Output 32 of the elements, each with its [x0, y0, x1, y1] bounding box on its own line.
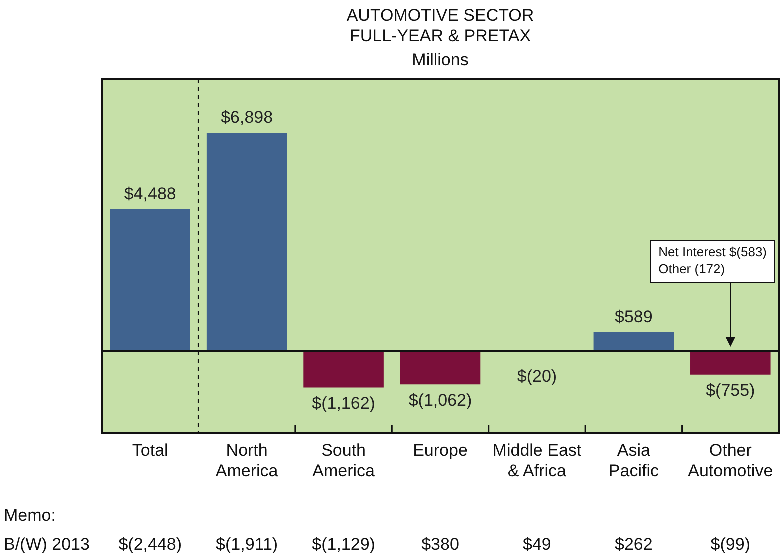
text: $(99) [710, 534, 750, 554]
data-label: $4,488 [124, 184, 176, 204]
bar [110, 209, 190, 352]
text: $49 [523, 534, 552, 554]
bar [206, 132, 288, 352]
chart-subtitle: Millions [412, 50, 469, 70]
x-tick-label: South America [312, 441, 376, 480]
data-label: $(1,062) [408, 390, 472, 410]
data-label: $(755) [706, 381, 756, 400]
text: $262 [615, 534, 653, 554]
text: $380 [422, 534, 460, 554]
x-tick-label: North America [216, 441, 279, 480]
bar [594, 332, 674, 352]
x-tick-label: Middle East & Africa [492, 441, 582, 480]
data-label: $(1,162) [312, 394, 376, 413]
text: B/(W) 2013 [4, 534, 90, 554]
text: $(2,448) [118, 534, 182, 554]
bar [400, 351, 481, 385]
bar [690, 351, 771, 375]
bar [304, 351, 384, 388]
data-label: $6,898 [221, 108, 274, 128]
data-label: $589 [615, 308, 653, 327]
text: $(1,129) [312, 534, 376, 554]
x-tick-label: Europe [413, 441, 468, 460]
annotation: Net Interest $(583) Other (172) [658, 244, 768, 277]
chart-title: AUTOMOTIVE SECTOR FULL-YEAR & PRETAX [346, 6, 534, 46]
data-label: $(20) [517, 367, 558, 386]
x-tick-label: Asia Pacific [608, 441, 660, 480]
text: Memo: [4, 506, 56, 525]
x-tick-label: Other Automotive [688, 441, 774, 480]
text: $(1,911) [216, 534, 278, 554]
x-tick-label: Total [132, 441, 168, 460]
